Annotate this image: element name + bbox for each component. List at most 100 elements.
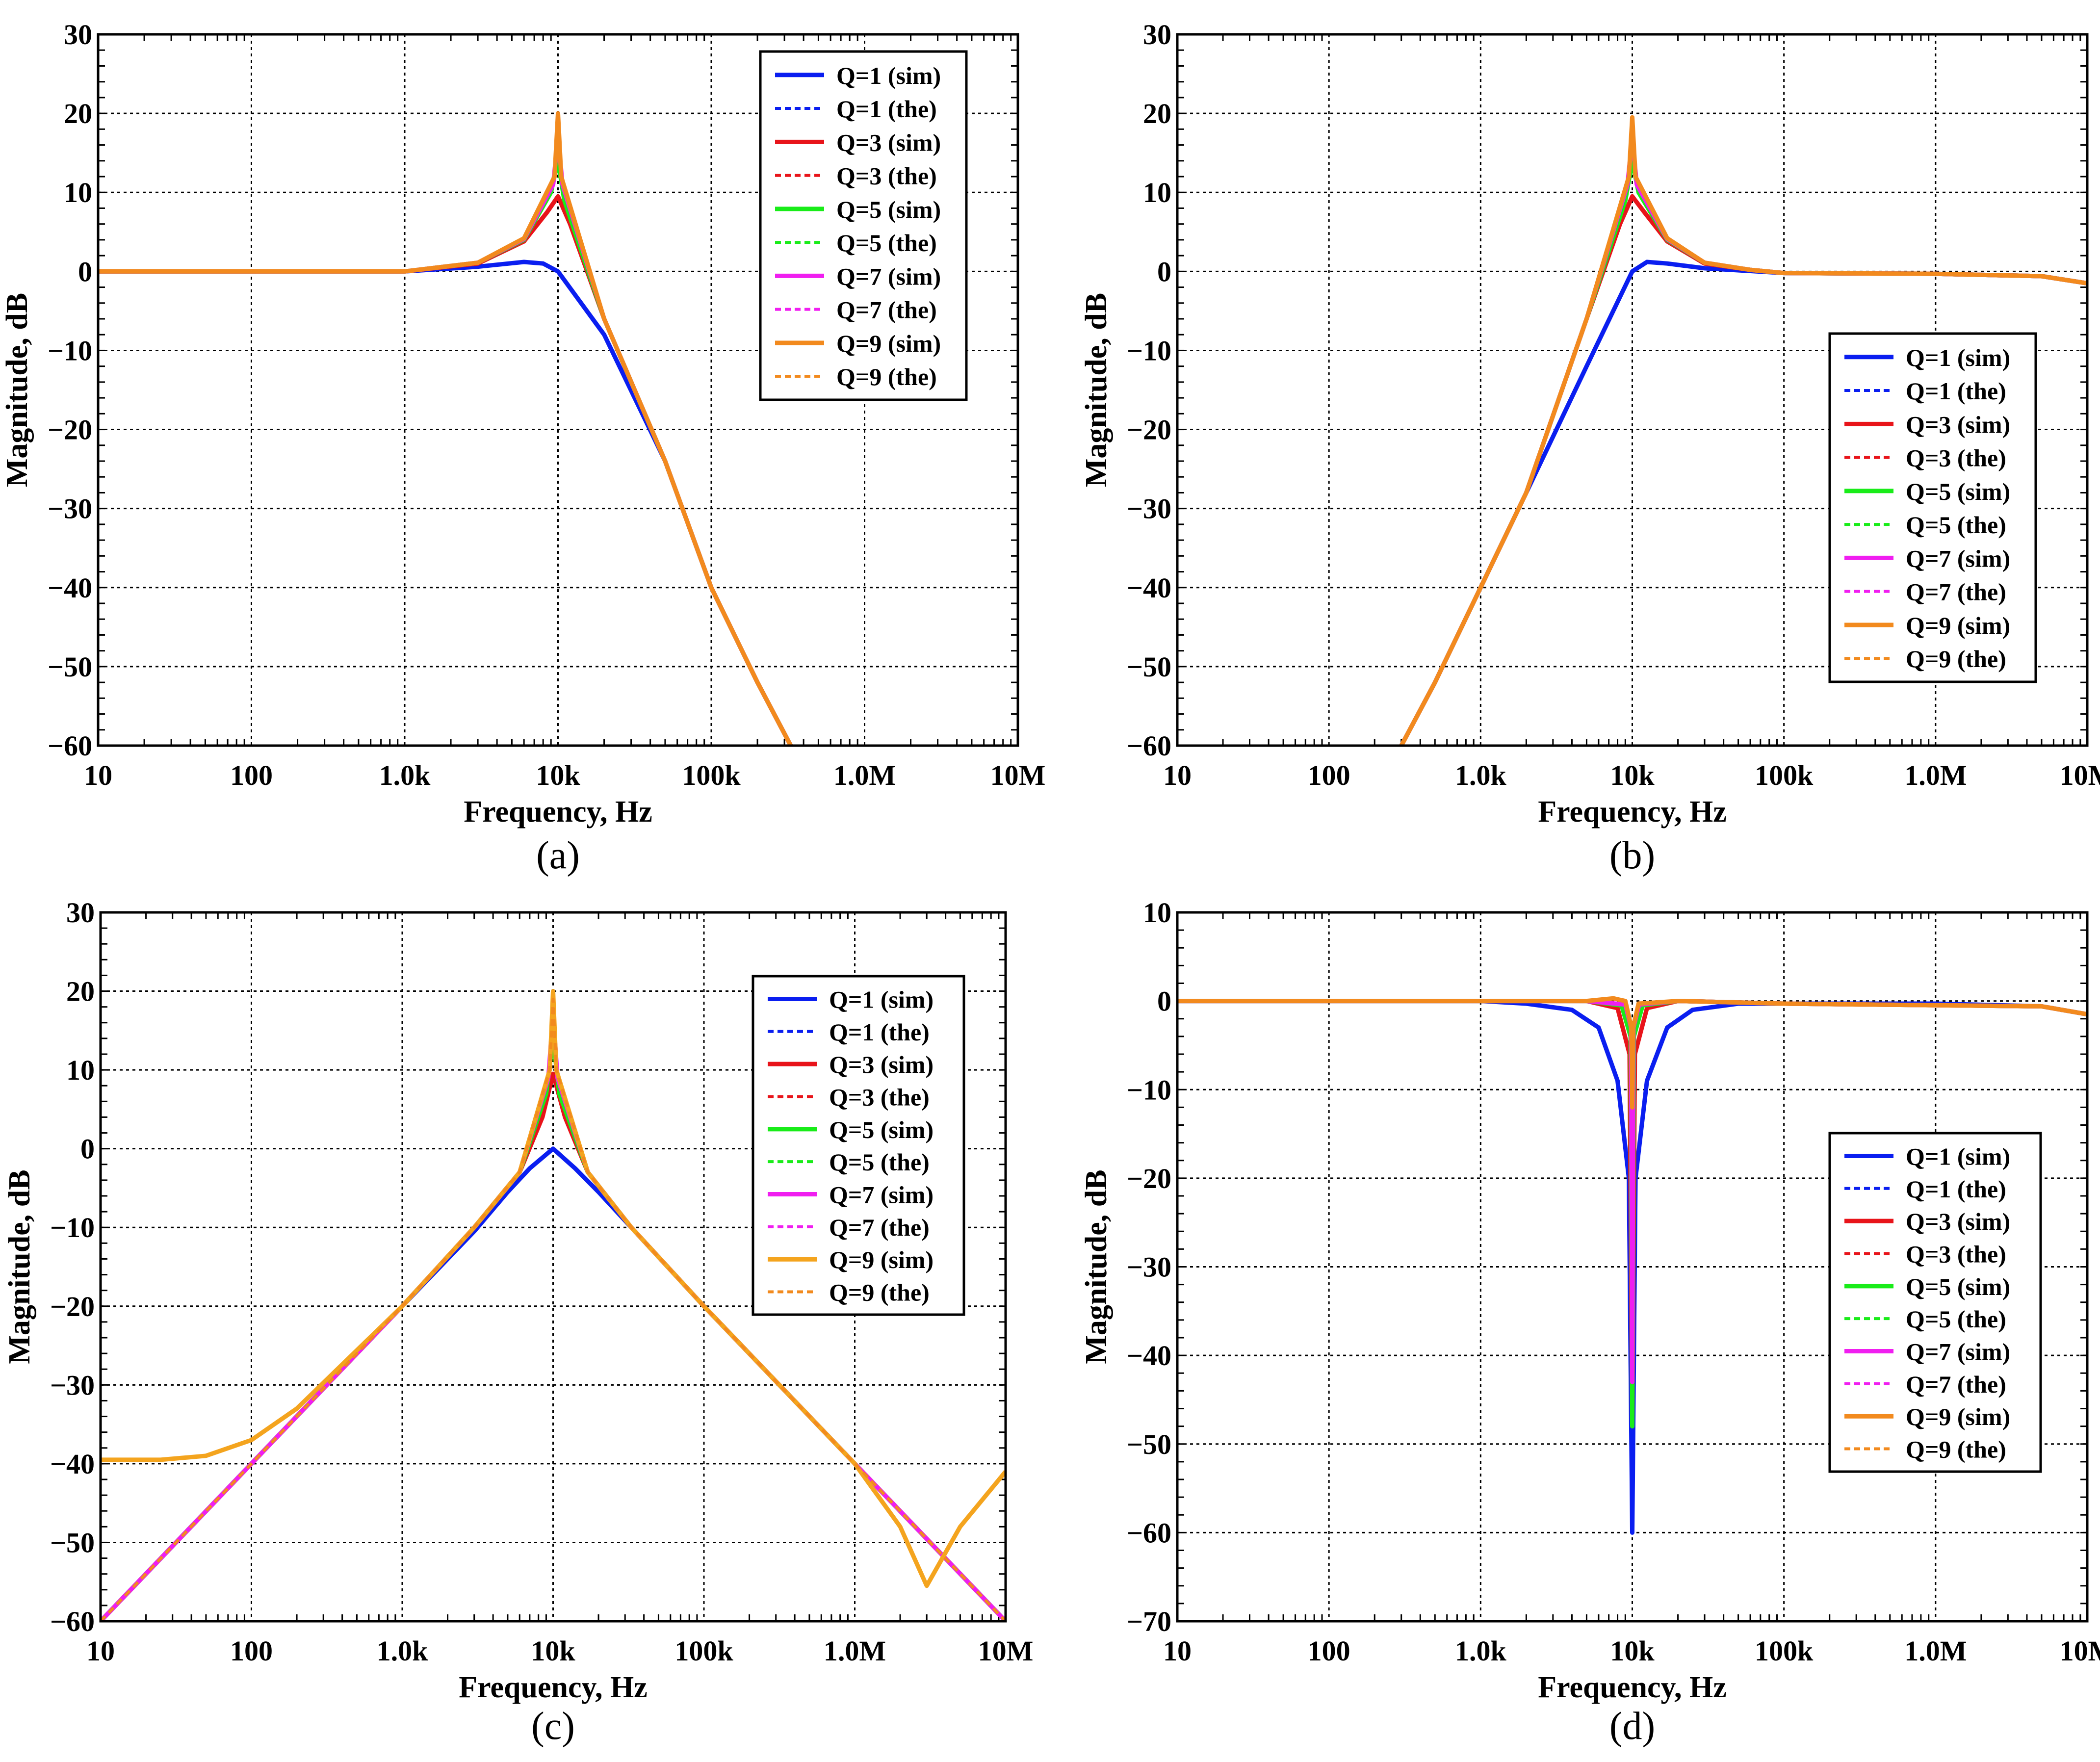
y-tick-label: 10: [1143, 897, 1171, 929]
y-tick-label: −50: [48, 651, 92, 683]
legend-label: Q=9 (sim): [1906, 612, 2010, 639]
y-tick-label: 10: [1143, 177, 1171, 208]
legend-label: Q=5 (the): [836, 229, 937, 257]
legend-label: Q=3 (sim): [1906, 411, 2010, 438]
y-tick-label: −30: [1127, 1251, 1171, 1283]
x-tick-label: 100: [1308, 1635, 1350, 1667]
legend-label: Q=7 (the): [829, 1214, 930, 1241]
y-tick-label: −50: [1127, 651, 1171, 683]
y-tick-label: −60: [1127, 730, 1171, 762]
legend-label: Q=3 (the): [1906, 1240, 2006, 1268]
legend-label: Q=5 (sim): [829, 1116, 933, 1143]
y-tick-label: 30: [1143, 19, 1171, 51]
y-tick-label: 20: [66, 976, 95, 1008]
y-tick-label: −10: [50, 1212, 95, 1244]
y-tick-label: −50: [50, 1527, 95, 1558]
legend-label: Q=1 (the): [1906, 1175, 2006, 1203]
y-axis-label: Magnitude, dB: [0, 293, 34, 487]
x-tick-label: 10k: [531, 1635, 575, 1667]
series-group: [1177, 996, 2087, 1535]
y-tick-label: −20: [48, 414, 92, 446]
y-axis-label: Magnitude, dB: [1080, 293, 1113, 487]
x-axis-label: Frequency, Hz: [464, 795, 652, 829]
legend-label: Q=9 (the): [829, 1279, 930, 1306]
x-tick-label: 1.0M: [833, 759, 896, 791]
legend-label: Q=5 (the): [1906, 1305, 2006, 1333]
legend-label: Q=7 (the): [1906, 1371, 2006, 1398]
legend-label: Q=3 (sim): [1906, 1208, 2010, 1235]
legend-label: Q=9 (the): [1906, 1436, 2006, 1463]
x-tick-label: 10M: [978, 1635, 1034, 1667]
legend-label: Q=7 (sim): [836, 262, 941, 290]
legend-label: Q=3 (sim): [836, 129, 941, 156]
x-tick-label: 100k: [674, 1635, 733, 1667]
plot-frame: [97, 33, 1019, 747]
y-tick-label: 20: [64, 98, 92, 130]
legend-label: Q=1 (sim): [829, 985, 933, 1013]
x-tick-label: 10k: [1610, 1635, 1655, 1667]
x-tick-label: 1.0k: [1455, 1635, 1507, 1667]
chart-panel-a: 10 100 1.0k 10k 100k 1.0M 10M3020100−10−20−30−…: [0, 19, 1045, 877]
y-tick-label: 20: [1143, 98, 1171, 130]
x-axis-label: Frequency, Hz: [459, 1671, 648, 1704]
legend-label: Q=7 (sim): [1906, 1338, 2010, 1366]
y-tick-label: −10: [1127, 1074, 1171, 1106]
legend-label: Q=7 (sim): [1906, 544, 2010, 572]
x-tick-label: 100: [1308, 759, 1350, 791]
series-line-q-9-the-: [101, 997, 1006, 1621]
series-group: [98, 111, 793, 746]
y-tick-label: −30: [48, 493, 92, 525]
y-tick-label: 10: [64, 177, 92, 208]
legend-label: Q=9 (sim): [836, 330, 941, 357]
y-tick-label: 0: [1157, 256, 1171, 287]
y-tick-label: 30: [66, 897, 95, 929]
y-tick-label: −20: [1127, 414, 1171, 446]
x-axis-label: Frequency, Hz: [1538, 1671, 1727, 1704]
series-group: [1399, 115, 2087, 746]
y-tick-label: 0: [80, 1133, 95, 1165]
panel-subtitle: (b): [1609, 834, 1655, 877]
series-line-q-9-the-: [98, 120, 792, 746]
x-tick-label: 10k: [536, 759, 580, 791]
x-tick-label: 1.0M: [824, 1635, 886, 1667]
legend-label: Q=1 (sim): [1906, 1142, 2010, 1170]
chart-panel-c: 10 100 1.0k 10k 100k 1.0M 10M3020100−10−20−30−…: [3, 897, 1033, 1748]
legend-label: Q=9 (sim): [829, 1246, 933, 1273]
legend-label: Q=7 (sim): [829, 1181, 933, 1209]
x-tick-label: 1.0M: [1904, 759, 1967, 791]
legend-label: Q=5 (sim): [1906, 1273, 2010, 1300]
legend-label: Q=3 (the): [836, 162, 937, 190]
series-line-q-9-sim-: [101, 989, 1006, 1588]
x-axis-label: Frequency, Hz: [1538, 795, 1727, 829]
y-tick-label: −60: [48, 730, 92, 762]
y-tick-label: −20: [50, 1291, 95, 1322]
y-tick-label: −40: [1127, 572, 1171, 604]
y-tick-label: −70: [1127, 1606, 1171, 1637]
x-tick-label: 10: [86, 1635, 115, 1667]
legend-label: Q=1 (sim): [1906, 344, 2010, 371]
x-tick-label: 10: [1163, 759, 1192, 791]
x-tick-label: 1.0k: [377, 1635, 429, 1667]
plot-frame: [1176, 33, 2089, 747]
legend-label: Q=3 (the): [1906, 444, 2006, 472]
x-tick-label: 10M: [2060, 759, 2100, 791]
series-group: [101, 989, 1006, 1621]
x-tick-label: 10M: [990, 759, 1046, 791]
y-tick-label: −20: [1127, 1163, 1171, 1194]
x-tick-label: 10k: [1610, 759, 1655, 791]
y-tick-label: 0: [78, 256, 92, 287]
legend-label: Q=3 (sim): [829, 1051, 933, 1078]
legend-label: Q=9 (sim): [1906, 1403, 2010, 1430]
legend-label: Q=1 (the): [1906, 377, 2006, 405]
x-tick-label: 100k: [1755, 759, 1814, 791]
y-tick-label: −10: [1127, 335, 1171, 366]
x-tick-label: 1.0k: [379, 759, 431, 791]
legend: Q=1 (sim) Q=1 (the) Q=3 (sim) Q=3 (the) Q=5 …: [752, 975, 965, 1316]
legend: Q=1 (sim) Q=1 (the) Q=3 (sim) Q=3 (the) Q=5 …: [759, 50, 968, 401]
x-tick-label: 10: [1163, 1635, 1192, 1667]
y-tick-label: −60: [1127, 1517, 1171, 1549]
legend-label: Q=5 (sim): [836, 196, 941, 223]
legend-label: Q=1 (sim): [836, 62, 941, 89]
y-tick-label: −50: [1127, 1428, 1171, 1460]
